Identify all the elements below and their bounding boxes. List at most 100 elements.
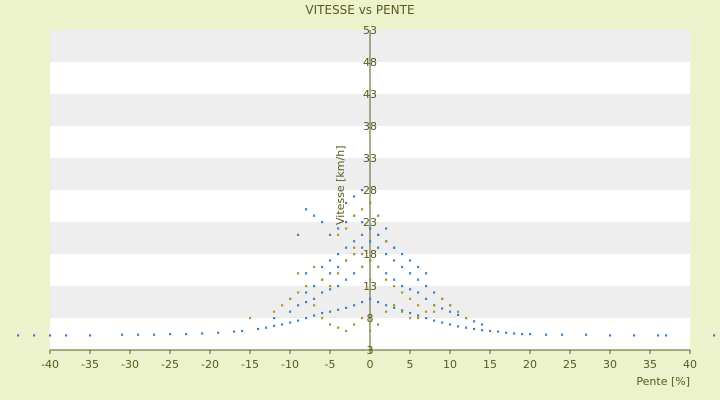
data-point-blue [297, 319, 300, 322]
data-point-blue [393, 259, 396, 262]
data-point-blue [385, 253, 388, 256]
data-point-blue [329, 288, 332, 291]
data-point-olive [369, 278, 372, 281]
x-tick-label: 25 [563, 358, 577, 371]
x-tick-label: 0 [367, 358, 374, 371]
data-point-blue [49, 334, 52, 337]
x-tick-label: 30 [603, 358, 617, 371]
data-point-blue [393, 278, 396, 281]
data-point-blue [345, 201, 348, 204]
data-point-olive [289, 297, 292, 300]
data-point-blue [377, 301, 380, 304]
data-point-blue [513, 332, 516, 335]
data-point-blue [521, 333, 524, 336]
data-point-blue [281, 323, 284, 326]
data-point-blue [409, 272, 412, 275]
y-tick-label: 53 [363, 24, 377, 37]
data-point-blue [481, 323, 484, 326]
data-point-blue [185, 333, 188, 336]
y-tick-label: 33 [363, 152, 377, 165]
data-point-blue [385, 227, 388, 230]
data-point-blue [369, 297, 372, 300]
data-point-blue [337, 285, 340, 288]
data-point-olive [337, 272, 340, 275]
data-point-olive [305, 285, 308, 288]
data-point-blue [273, 317, 276, 320]
data-point-blue [305, 272, 308, 275]
data-point-blue [17, 334, 20, 337]
x-tick-label: -35 [81, 358, 99, 371]
data-point-blue [305, 301, 308, 304]
data-point-olive [385, 310, 388, 313]
x-tick-label: 10 [443, 358, 457, 371]
data-point-blue [609, 334, 612, 337]
data-point-olive [409, 317, 412, 320]
data-point-blue [425, 272, 428, 275]
data-point-blue [297, 304, 300, 307]
data-point-blue [409, 311, 412, 315]
x-tick-label: -10 [281, 358, 299, 371]
data-point-blue [265, 326, 268, 329]
data-point-blue [633, 334, 636, 337]
data-point-olive [401, 291, 404, 294]
data-point-blue [289, 321, 292, 324]
data-point-olive [441, 297, 444, 300]
data-point-olive [297, 291, 300, 294]
data-point-blue [449, 310, 452, 313]
data-point-blue [417, 265, 420, 268]
data-points [17, 189, 716, 337]
data-point-blue [417, 278, 420, 281]
data-point-blue [497, 330, 500, 333]
data-point-blue [313, 214, 316, 217]
data-point-blue [153, 333, 156, 336]
data-point-blue [417, 314, 420, 317]
y-tick-label: 13 [363, 280, 377, 293]
data-point-blue [201, 332, 204, 335]
data-point-blue [505, 331, 508, 334]
data-point-olive [337, 326, 340, 329]
data-point-blue [457, 325, 460, 328]
x-tick-label: 5 [407, 358, 414, 371]
data-point-blue [361, 221, 364, 224]
data-point-blue [393, 246, 396, 249]
data-point-olive [281, 304, 284, 307]
data-point-blue [545, 333, 548, 336]
data-point-blue [33, 334, 36, 337]
data-point-blue [337, 308, 340, 311]
data-point-blue [457, 313, 460, 316]
x-tick-label: 15 [483, 358, 497, 371]
data-point-blue [329, 272, 332, 275]
data-point-olive [377, 265, 380, 268]
data-point-blue [313, 297, 316, 300]
data-point-olive [377, 323, 380, 326]
data-point-blue [337, 227, 340, 230]
data-point-olive [345, 329, 348, 332]
data-point-blue [321, 221, 324, 224]
data-point-blue [89, 334, 92, 337]
data-point-olive [353, 246, 356, 249]
data-point-blue [361, 301, 364, 304]
data-point-olive [329, 285, 332, 288]
data-point-blue [257, 327, 260, 331]
data-point-blue [449, 323, 452, 326]
data-point-olive [345, 259, 348, 262]
data-point-blue [481, 329, 484, 332]
data-point-blue [273, 324, 276, 327]
data-point-olive [249, 317, 252, 320]
data-point-olive [417, 317, 420, 320]
data-point-olive [433, 304, 436, 307]
data-point-blue [561, 333, 564, 336]
data-point-olive [313, 265, 316, 268]
data-point-olive [321, 278, 324, 281]
data-point-blue [425, 285, 428, 288]
x-axis-label: Pente [%] [636, 375, 690, 388]
data-point-blue [337, 265, 340, 268]
y-tick-label: 28 [363, 184, 377, 197]
data-point-olive [409, 297, 412, 300]
x-tick-label: 35 [643, 358, 657, 371]
y-tick-label: 43 [363, 88, 377, 101]
data-point-blue [401, 285, 404, 288]
data-point-blue [401, 265, 404, 268]
x-tick-label: 40 [683, 358, 697, 371]
